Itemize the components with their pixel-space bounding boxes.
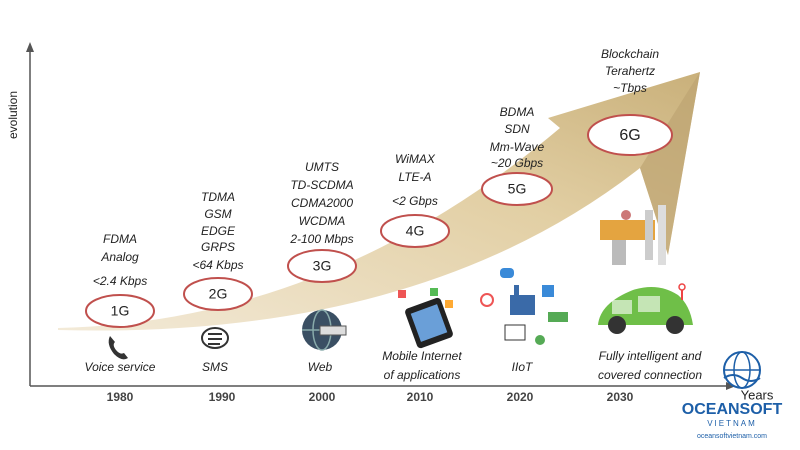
application-label: IIoT — [512, 360, 534, 374]
application-label: SMS — [202, 360, 228, 374]
tech-label: <64 Kbps — [192, 258, 243, 272]
generation-label: 1G — [111, 303, 130, 319]
tech-label: TDMA — [201, 190, 235, 204]
generation-badge — [85, 294, 155, 328]
tech-label: BDMA — [500, 105, 535, 119]
application-label: Voice service — [85, 360, 156, 374]
arrow-shade — [640, 72, 700, 255]
tech-label: ~Tbps — [613, 81, 647, 95]
tech-label: <2.4 Kbps — [93, 274, 147, 288]
tech-label: <2 Gbps — [392, 194, 438, 208]
logo-url: oceansoftvietnam.com — [697, 433, 767, 440]
generation-label: 6G — [619, 127, 640, 144]
tech-label: Blockchain — [601, 47, 659, 61]
tech-label: EDGE — [201, 224, 236, 238]
logo-name: OCEANSOFT — [682, 401, 783, 418]
phone-icon — [108, 336, 128, 360]
tech-label: Mm-Wave — [490, 140, 545, 154]
year-label: 1980 — [107, 390, 134, 404]
year-label: 2020 — [507, 390, 534, 404]
generation-badge — [481, 172, 553, 206]
generation-badge — [380, 214, 450, 248]
web-icon — [302, 309, 347, 351]
generation-label: 4G — [406, 223, 425, 239]
year-label: 2000 — [309, 390, 336, 404]
generation-badge — [183, 277, 253, 311]
y-arrow — [26, 42, 34, 52]
application-label: Fully intelligent and — [599, 349, 702, 363]
tech-label: LTE-A — [398, 170, 431, 184]
x-arrow — [726, 382, 736, 390]
y-axis-label: evolution — [6, 91, 20, 139]
year-label: 2010 — [407, 390, 434, 404]
surgery-robot-icon — [600, 205, 666, 265]
tech-label: Terahertz — [605, 64, 655, 78]
application-label: covered connection — [598, 368, 702, 382]
tech-label: UMTS — [305, 160, 339, 174]
generation-label: 5G — [508, 181, 527, 197]
logo-country: VIETNAM — [707, 419, 757, 428]
generation-badge — [587, 114, 673, 156]
application-label: of applications — [384, 368, 461, 382]
tech-label: Analog — [100, 250, 139, 264]
x-axis-label: Years — [741, 387, 774, 402]
tech-label: FDMA — [103, 232, 137, 246]
logo-globe — [723, 351, 761, 389]
year-label: 1990 — [209, 390, 236, 404]
generation-label: 3G — [313, 258, 332, 274]
year-label: 2030 — [607, 390, 634, 404]
car-icon — [598, 283, 693, 334]
mobile-icon — [398, 288, 453, 349]
growth-arrow — [58, 72, 700, 331]
application-label: Mobile Internet — [382, 349, 462, 363]
tech-label: TD-SCDMA — [290, 178, 353, 192]
generation-label: 2G — [209, 286, 228, 302]
tech-label: WiMAX — [395, 152, 436, 166]
tech-label: SDN — [504, 122, 530, 136]
sms-icon — [201, 327, 229, 349]
tech-label: CDMA2000 — [291, 196, 353, 210]
tech-label: WCDMA — [299, 214, 346, 228]
tech-label: 2-100 Mbps — [289, 232, 353, 246]
generation-badge — [287, 249, 357, 283]
tech-label: GRPS — [201, 240, 235, 254]
application-label: Web — [308, 360, 333, 374]
iiot-icon — [480, 268, 568, 345]
tech-label: ~20 Gbps — [491, 156, 543, 170]
tech-label: GSM — [204, 207, 231, 221]
